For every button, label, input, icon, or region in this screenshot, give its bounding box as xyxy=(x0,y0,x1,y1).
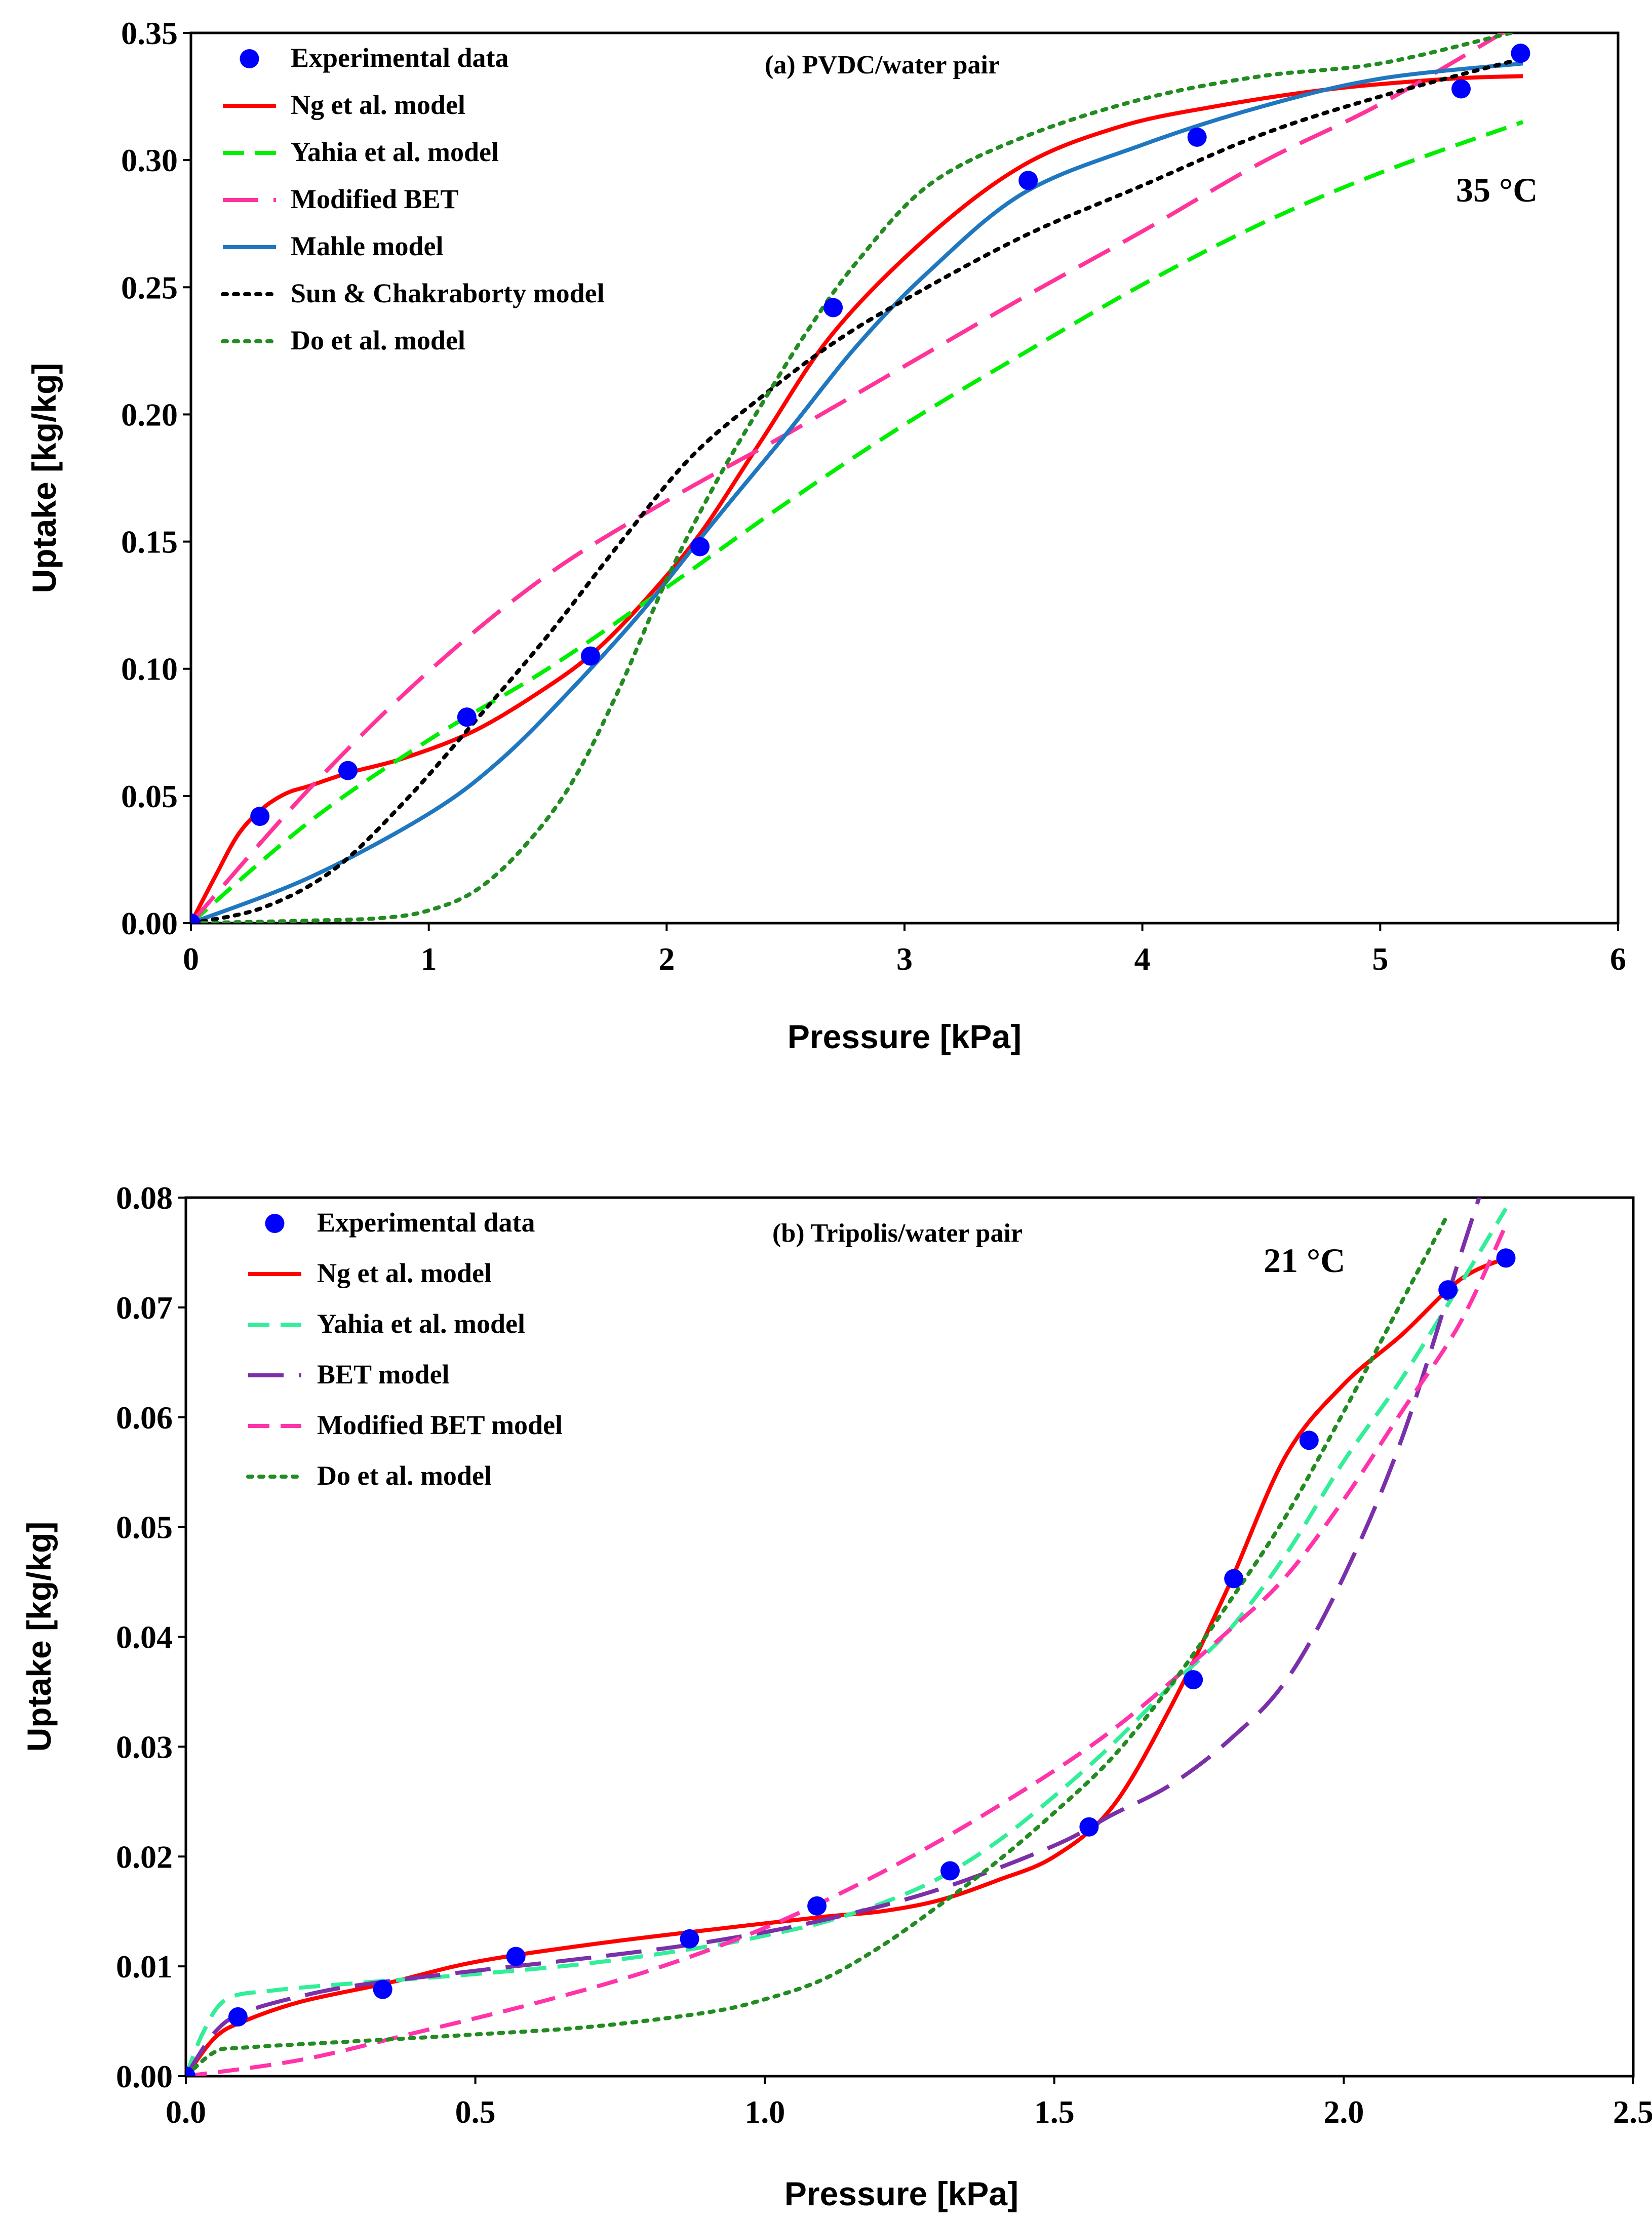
data-point xyxy=(1079,1817,1099,1837)
chart-pvdc-water: 0 1 2 3 4 5 6 0.00 0.05 0.10 0.15 0.20 0.25 0.30 0.35… xyxy=(25,15,1626,1055)
legend-label: Experimental data xyxy=(317,1207,535,1238)
data-point xyxy=(940,1861,960,1881)
series-line-modified-bet-model xyxy=(186,1224,1508,2076)
y-tick-label: 0.01 xyxy=(116,1949,173,1985)
y-tick-label: 0.02 xyxy=(116,1839,173,1875)
legend-label: BET model xyxy=(317,1359,450,1390)
legend-label: Do et al. model xyxy=(317,1460,492,1491)
data-point xyxy=(581,646,601,666)
legend-label: Sun & Chakraborty model xyxy=(291,278,605,308)
data-point xyxy=(228,2007,248,2027)
data-point xyxy=(1184,1670,1203,1690)
data-point xyxy=(191,914,201,923)
y-tick-label: 0.06 xyxy=(116,1400,173,1436)
series-layer xyxy=(191,33,1530,923)
y-axis-ticks: 0.00 0.01 0.02 0.03 0.04 0.05 0.06 0.07 0.08 xyxy=(116,1180,186,2094)
series-line-ng-et-al-model xyxy=(191,74,1523,923)
data-point xyxy=(1299,1431,1319,1450)
data-point xyxy=(680,1929,699,1949)
y-tick-label: 0.03 xyxy=(116,1729,173,1765)
x-tick-label: 3 xyxy=(896,941,913,977)
series-line-mahle-model xyxy=(191,61,1523,923)
legend-label: Do et al. model xyxy=(291,325,465,355)
x-tick-label: 1 xyxy=(421,941,437,977)
legend-marker xyxy=(240,49,259,68)
x-tick-label: 0 xyxy=(183,941,199,977)
temperature-label: 21 °C xyxy=(1264,1241,1345,1280)
y-axis-ticks: 0.00 0.05 0.10 0.15 0.20 0.25 0.30 0.35 xyxy=(121,15,191,941)
series-line-do-et-al-model xyxy=(191,33,1513,923)
legend-label: Yahia et al. model xyxy=(291,137,499,167)
y-tick-label: 0.00 xyxy=(116,2058,173,2094)
data-point xyxy=(373,1979,392,1999)
data-point xyxy=(823,298,843,318)
y-tick-label: 0.07 xyxy=(116,1290,173,1326)
data-point xyxy=(1187,127,1207,147)
y-tick-label: 0.35 xyxy=(121,15,178,51)
legend-label: Modified BET xyxy=(291,184,459,214)
data-point xyxy=(250,807,270,826)
series-line-yahia-et-al-model xyxy=(186,1207,1508,2076)
y-tick-label: 0.15 xyxy=(121,524,178,560)
series-line-sun-chakraborty-model xyxy=(191,56,1525,923)
data-point xyxy=(186,2067,195,2076)
x-tick-label: 6 xyxy=(1610,941,1626,977)
series-line-bet-model xyxy=(186,1198,1481,2076)
data-point xyxy=(1224,1569,1244,1589)
x-axis-title: Pressure [kPa] xyxy=(784,2175,1018,2212)
series-line-modified-bet xyxy=(191,33,1507,923)
series-line-yahia-et-al-model xyxy=(191,120,1524,923)
legend: Experimental data Ng et al. model Yahia et… xyxy=(246,1207,563,1491)
legend-marker xyxy=(265,1214,285,1233)
data-point xyxy=(338,761,358,780)
legend: Experimental data Ng et al. model Yahia et… xyxy=(221,43,605,355)
x-tick-label: 1.5 xyxy=(1034,2094,1075,2130)
data-point xyxy=(1018,171,1038,190)
y-tick-label: 0.00 xyxy=(121,905,178,941)
legend-label: Ng et al. model xyxy=(291,90,465,120)
legend-label: Mahle model xyxy=(291,231,443,261)
data-point xyxy=(1511,44,1530,63)
x-tick-label: 0.5 xyxy=(455,2094,496,2130)
data-point xyxy=(1451,79,1471,99)
y-axis-title: Uptake [kg/kg] xyxy=(25,363,63,593)
data-point xyxy=(807,1896,827,1916)
x-tick-label: 2 xyxy=(658,941,675,977)
chart-tripolis-water: 0.0 0.5 1.0 1.5 2.0 2.5 0.000.010.020.030.040… xyxy=(20,1180,1652,2212)
data-point xyxy=(1496,1248,1516,1268)
y-tick-label: 0.25 xyxy=(121,269,178,305)
x-axis-ticks: 0 1 2 3 4 5 6 xyxy=(183,923,1626,977)
data-point xyxy=(506,1947,526,1966)
data-point xyxy=(1438,1280,1458,1300)
x-tick-label: 5 xyxy=(1372,941,1388,977)
legend-label: Modified BET model xyxy=(317,1410,563,1440)
legend-label: Yahia et al. model xyxy=(317,1308,525,1339)
y-tick-label: 0.10 xyxy=(121,651,178,687)
panel-annotation: (a) PVDC/water pair xyxy=(765,51,1000,80)
y-tick-label: 0.20 xyxy=(121,396,178,432)
legend-label: Ng et al. model xyxy=(317,1258,492,1288)
x-axis-title: Pressure [kPa] xyxy=(788,1018,1021,1055)
x-tick-label: 4 xyxy=(1134,941,1151,977)
y-tick-label: 0.30 xyxy=(121,142,178,178)
y-tick-label: 0.05 xyxy=(121,778,178,814)
legend-label: Experimental data xyxy=(291,43,508,73)
x-tick-label: 2.5 xyxy=(1613,2094,1652,2130)
y-tick-label: 0.08 xyxy=(116,1180,173,1216)
data-point xyxy=(457,707,477,727)
x-axis-ticks: 0.0 0.5 1.0 1.5 2.0 2.5 xyxy=(166,2076,1652,2130)
y-tick-label: 0.04 xyxy=(116,1619,173,1655)
x-tick-label: 1.0 xyxy=(744,2094,785,2130)
x-tick-label: 0.0 xyxy=(166,2094,206,2130)
series-layer xyxy=(186,1198,1516,2076)
x-tick-label: 2.0 xyxy=(1323,2094,1364,2130)
panel-annotation: (b) Tripolis/water pair xyxy=(772,1219,1022,1248)
y-tick-label: 0.05 xyxy=(116,1510,173,1545)
y-axis-title: Uptake [kg/kg] xyxy=(20,1522,58,1752)
series-line-do-et-al-model xyxy=(186,1212,1450,2076)
temperature-label: 35 °C xyxy=(1456,171,1538,209)
data-point xyxy=(690,537,710,557)
